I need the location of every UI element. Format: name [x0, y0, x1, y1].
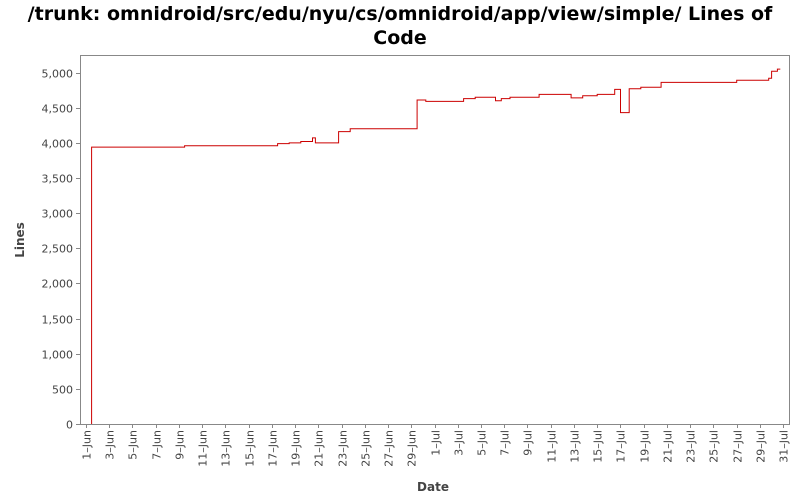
plot-area: [80, 55, 790, 425]
data-point: [771, 71, 772, 72]
data-point: [300, 141, 301, 142]
data-point: [780, 69, 781, 70]
y-tick-label: 4,500: [42, 103, 74, 116]
y-tick-label: 3,000: [42, 208, 74, 221]
data-point: [777, 69, 778, 70]
data-point: [289, 142, 290, 143]
x-tick-label: 21–Jul: [662, 430, 675, 463]
x-tick-label: 27–Jul: [732, 430, 745, 463]
x-tick-label: 3–Jul: [453, 430, 466, 456]
data-point: [425, 101, 426, 102]
x-tick-label: 3–Jun: [104, 430, 117, 460]
x-axis: 1–Jun 3–Jun 5–Jun 7–Jun 9–Jun 11–Jun 13–Jun 15–…: [81, 424, 791, 467]
data-point: [277, 143, 278, 144]
x-tick-label: 29–Jun: [406, 430, 419, 467]
y-tick-label: 4,000: [42, 138, 74, 151]
data-point: [509, 97, 510, 98]
data-point: [620, 112, 621, 113]
data-point: [417, 99, 418, 100]
x-tick-label: 17–Jun: [267, 430, 280, 467]
data-point: [184, 145, 185, 146]
x-tick-label: 23–Jun: [337, 430, 350, 467]
data-point: [350, 128, 351, 129]
data-point: [539, 94, 540, 95]
data-point: [629, 88, 630, 89]
x-tick-label: 5–Jun: [127, 430, 140, 460]
x-tick-label: 19–Jun: [290, 430, 303, 467]
x-tick-label: 9–Jun: [174, 430, 187, 460]
data-point: [736, 80, 737, 81]
x-tick-label: 11–Jun: [197, 430, 210, 467]
x-tick-label: 15–Jun: [244, 430, 257, 467]
x-tick-label: 23–Jul: [685, 430, 698, 463]
x-tick-label: 9–Jul: [522, 430, 535, 456]
data-point: [91, 423, 92, 424]
x-tick-label: 13–Jun: [220, 430, 233, 467]
y-tick-label: 1,500: [42, 314, 74, 327]
x-tick-label: 5–Jul: [476, 430, 489, 456]
y-tick-label: 5,000: [42, 68, 74, 81]
x-tick-label: 1–Jul: [430, 430, 443, 456]
y-axis-title: Lines: [13, 222, 27, 258]
y-axis: 0 500 1,000 1,500 2,000 2,500 3,000 3,500 4,000 4…: [42, 68, 80, 432]
data-point: [475, 97, 476, 98]
chart-title: /trunk: omnidroid/src/edu/nyu/cs/omnidro…: [27, 3, 773, 49]
x-tick-label: 29–Jul: [755, 430, 768, 463]
x-axis-title: Date: [417, 480, 449, 494]
data-point: [315, 142, 316, 143]
data-point: [571, 97, 572, 98]
x-tick-label: 27–Jun: [383, 430, 396, 467]
x-tick-label: 21–Jun: [313, 430, 326, 467]
data-point: [582, 95, 583, 96]
data-point: [312, 137, 313, 138]
y-tick-label: 2,000: [42, 278, 74, 291]
data-point: [338, 131, 339, 132]
x-tick-label: 13–Jul: [569, 430, 582, 463]
data-point: [91, 147, 92, 148]
x-tick-label: 15–Jul: [592, 430, 605, 463]
y-tick-label: 2,500: [42, 243, 74, 256]
x-tick-label: 25–Jul: [708, 430, 721, 463]
data-point: [495, 100, 496, 101]
x-tick-label: 25–Jun: [360, 430, 373, 467]
y-tick-label: 500: [52, 384, 73, 397]
series-line: [91, 68, 781, 424]
x-tick-label: 7–Jul: [499, 430, 512, 456]
data-point: [768, 78, 769, 79]
series-layer: [91, 68, 781, 424]
x-tick-label: 11–Jul: [546, 430, 559, 463]
data-point: [661, 82, 662, 83]
data-point: [597, 94, 598, 95]
data-point: [640, 87, 641, 88]
data-point: [463, 98, 464, 99]
data-point: [614, 89, 615, 90]
y-tick-label: 0: [66, 419, 73, 432]
data-point: [501, 98, 502, 99]
y-tick-label: 3,500: [42, 173, 74, 186]
x-tick-label: 17–Jul: [615, 430, 628, 463]
x-tick-label: 1–Jun: [81, 430, 94, 460]
x-tick-label: 31–Jul: [778, 430, 791, 463]
y-tick-label: 1,000: [42, 349, 74, 362]
x-tick-label: 7–Jun: [151, 430, 164, 460]
x-tick-label: 19–Jul: [639, 430, 652, 463]
